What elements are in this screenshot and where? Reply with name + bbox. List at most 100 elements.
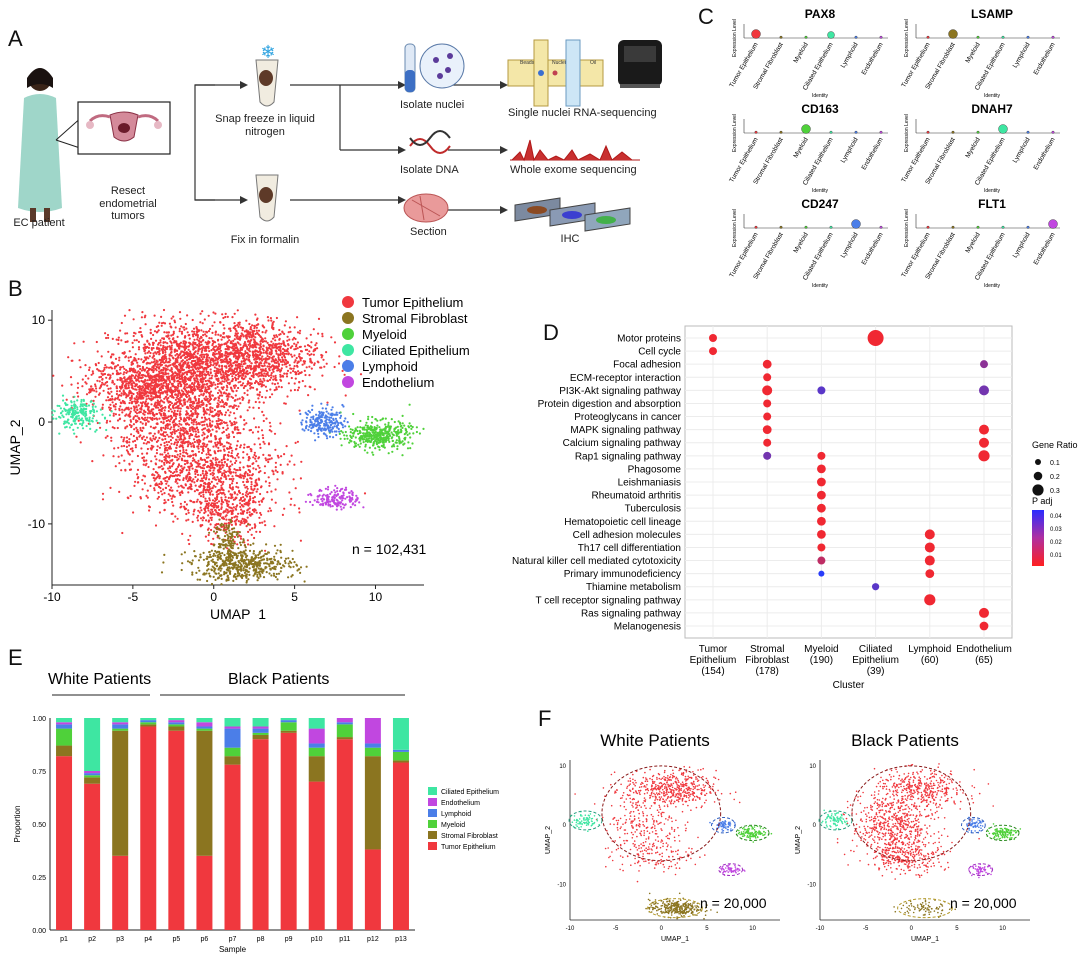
b-point: [231, 316, 234, 319]
b-point: [167, 334, 170, 337]
b-point: [214, 333, 217, 336]
b-point: [106, 373, 110, 376]
b-point: [258, 401, 261, 404]
b-point: [139, 327, 142, 330]
b-point: [173, 348, 176, 352]
b-point: [84, 381, 87, 384]
b-point: [194, 350, 197, 353]
b-point: [212, 504, 216, 507]
b-point: [226, 386, 229, 389]
b-point: [160, 363, 164, 366]
b-point: [229, 405, 232, 408]
b-point: [232, 369, 235, 372]
b-point: [106, 396, 110, 399]
b-point: [237, 520, 240, 523]
b-point: [166, 398, 169, 401]
b-point: [279, 370, 282, 373]
b-point: [191, 467, 194, 470]
b-point: [228, 445, 231, 448]
b-point: [163, 492, 166, 495]
b-point: [186, 459, 189, 462]
b-point: [221, 387, 224, 391]
b-point: [237, 456, 240, 459]
b-point: [177, 407, 181, 410]
b-point: [245, 525, 248, 528]
b-point: [160, 322, 164, 325]
b-point: [177, 370, 180, 373]
b-point: [253, 510, 256, 513]
b-point: [295, 356, 298, 360]
b-point: [297, 360, 300, 363]
b-point: [250, 480, 253, 484]
b-point: [203, 412, 206, 415]
b-point: [183, 387, 186, 390]
b-point: [248, 465, 252, 468]
b-point: [163, 331, 166, 334]
b-point: [85, 393, 89, 396]
b-point: [205, 474, 208, 477]
b-point: [173, 365, 176, 368]
b-point: [165, 476, 169, 479]
b-point: [198, 375, 201, 378]
b-point: [239, 402, 242, 405]
b-point: [242, 386, 245, 390]
b-point: [264, 340, 268, 343]
b-point: [165, 382, 168, 386]
b-point: [223, 403, 226, 406]
b-point: [261, 355, 264, 358]
b-point: [239, 369, 242, 372]
b-point: [254, 468, 258, 471]
b-point: [230, 512, 233, 516]
b-point: [120, 454, 123, 457]
b-point: [146, 339, 149, 342]
b-point: [164, 471, 167, 474]
b-point: [200, 335, 203, 338]
b-point: [253, 417, 256, 420]
b-point: [231, 482, 234, 485]
b-point: [302, 360, 305, 363]
b-point: [182, 451, 185, 454]
b-point: [207, 365, 210, 368]
b-point: [214, 374, 217, 377]
b-point: [320, 353, 323, 357]
b-point: [254, 457, 257, 460]
b-point: [272, 370, 275, 373]
b-point: [251, 527, 254, 530]
b-point: [174, 393, 177, 396]
b-point: [228, 360, 232, 363]
b-point: [185, 519, 188, 522]
b-point: [135, 430, 138, 433]
b-point: [310, 341, 313, 344]
b-point: [124, 427, 127, 430]
b-point: [228, 483, 232, 487]
b-point: [166, 361, 170, 364]
b-point: [161, 406, 165, 410]
b-point: [264, 385, 267, 388]
b-point: [118, 417, 122, 420]
b-point: [244, 375, 247, 378]
b-point: [162, 375, 165, 378]
b-point: [293, 463, 296, 466]
b-point: [158, 347, 161, 350]
b-point: [174, 468, 177, 471]
b-point: [301, 379, 304, 383]
b-point: [158, 352, 161, 355]
b-point: [246, 409, 249, 412]
ihc-slides: [514, 197, 631, 232]
b-point: [180, 360, 183, 363]
b-point: [286, 339, 289, 342]
b-point: [173, 432, 176, 435]
b-point: [267, 442, 271, 445]
b-point: [133, 439, 137, 442]
b-point: [178, 478, 181, 482]
b-point: [105, 421, 108, 424]
b-point: [244, 350, 247, 353]
b-point: [236, 356, 239, 359]
b-point: [61, 384, 64, 387]
b-point: [205, 404, 208, 408]
b-point: [293, 326, 296, 329]
b-point: [203, 318, 206, 321]
b-point: [184, 483, 187, 486]
b-point: [172, 315, 175, 318]
b-point: [233, 468, 236, 471]
